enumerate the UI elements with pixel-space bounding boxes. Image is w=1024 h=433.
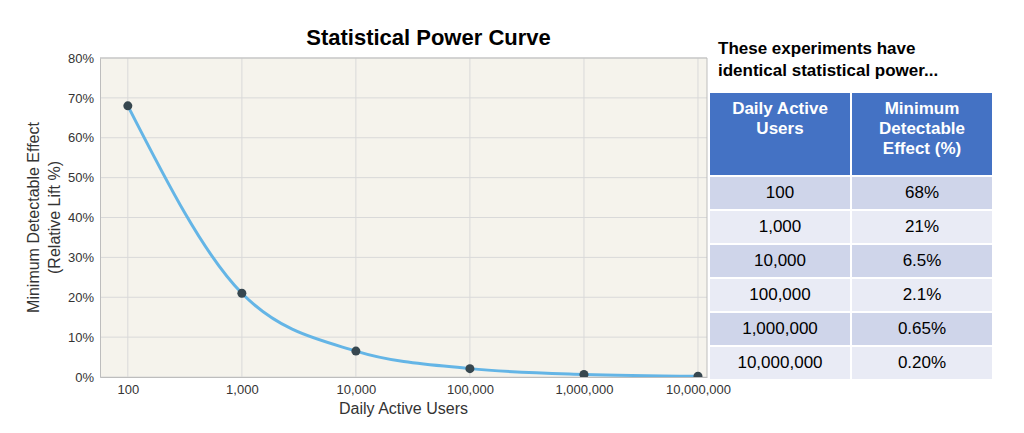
y-grid-line	[100, 177, 707, 178]
x-tick: 1,000,000	[556, 377, 614, 397]
grid	[100, 58, 707, 377]
y-tick-label: 60%	[68, 130, 94, 145]
table-cell: 10,000,000	[710, 347, 850, 379]
y-grid-line	[100, 217, 707, 218]
x-tick: 1,000	[226, 377, 259, 397]
y-axis-title: Minimum Detectable Effect(Relative Lift …	[25, 122, 63, 313]
table-title: These experiments have identical statist…	[718, 38, 938, 82]
x-tick-label: 100	[117, 382, 139, 397]
x-tick: 100,000	[447, 377, 494, 397]
marker	[465, 364, 474, 373]
y-tick-label: 30%	[68, 250, 94, 265]
y-tick: 0%	[75, 370, 100, 385]
marker	[237, 289, 246, 298]
y-tick-label: 20%	[68, 290, 94, 305]
table-cell: 100	[710, 177, 850, 209]
plot-area	[123, 101, 702, 377]
y-grid-line	[100, 97, 707, 98]
y-axis-title-line: Minimum Detectable Effect	[25, 122, 42, 313]
marker	[579, 370, 588, 377]
table-header: Minimum Detectable Effect (%)	[852, 93, 992, 175]
y-axis: 0% 10% 20% 30% 40% 50% 60% 70% 80%	[68, 51, 101, 385]
y-grid-line	[100, 58, 707, 59]
x-tick-label: 10,000	[337, 382, 377, 397]
marker	[351, 347, 360, 356]
marker	[123, 101, 132, 110]
table-cell: 10,000	[710, 245, 850, 277]
y-tick-label: 40%	[68, 210, 94, 225]
table-cell: 0.20%	[852, 347, 992, 379]
x-axis: 100 1,000 10,000 100,000 1,000,000 10,000,000	[101, 377, 732, 397]
plot-background	[100, 58, 707, 377]
x-tick: 10,000,000	[666, 377, 731, 397]
y-grid-line	[100, 257, 707, 258]
plot-frame	[100, 58, 707, 59]
x-tick-label: 100,000	[447, 382, 494, 397]
table-cell: 6.5%	[852, 245, 992, 277]
table-cell: 2.1%	[852, 279, 992, 311]
y-tick-label: 50%	[68, 170, 94, 185]
x-tick: 10,000	[337, 377, 377, 397]
y-tick: 40%	[68, 210, 100, 225]
table-header: Daily Active Users	[710, 93, 850, 175]
y-tick: 30%	[68, 250, 100, 265]
y-grid-line	[100, 137, 707, 138]
y-tick: 60%	[68, 130, 100, 145]
x-tick-label: 1,000	[226, 382, 259, 397]
table-cell: 21%	[852, 211, 992, 243]
y-grid-line	[100, 297, 707, 298]
plot-frame	[707, 58, 708, 377]
y-tick-label: 0%	[75, 370, 94, 385]
table-cell: 1,000,000	[710, 313, 850, 345]
x-tick: 100	[117, 377, 139, 397]
table-cell: 68%	[852, 177, 992, 209]
table-cell: 1,000	[710, 211, 850, 243]
chart-title: Statistical Power Curve	[306, 25, 551, 50]
line	[128, 106, 698, 376]
y-tick: 10%	[68, 330, 100, 345]
y-grid-line	[100, 337, 707, 338]
y-tick: 20%	[68, 290, 100, 305]
marker	[693, 372, 702, 377]
x-tick-label: 10,000,000	[666, 382, 731, 397]
page: 1001,00010,000100,0001,000,00010,000,000…	[0, 0, 1024, 433]
table-cell: 0.65%	[852, 313, 992, 345]
y-tick-label: 10%	[68, 330, 94, 345]
x-axis-line	[101, 377, 708, 378]
y-tick: 50%	[68, 170, 100, 185]
x-axis-title: Daily Active Users	[339, 400, 468, 417]
x-tick-label: 1,000,000	[556, 382, 614, 397]
y-tick-label: 70%	[68, 91, 94, 106]
y-tick: 80%	[68, 51, 100, 66]
y-tick-label: 80%	[68, 51, 94, 66]
y-axis-title-line: (Relative Lift %)	[46, 161, 63, 274]
table-cell: 100,000	[710, 279, 850, 311]
y-axis-line	[100, 59, 101, 378]
y-tick: 70%	[68, 91, 100, 106]
